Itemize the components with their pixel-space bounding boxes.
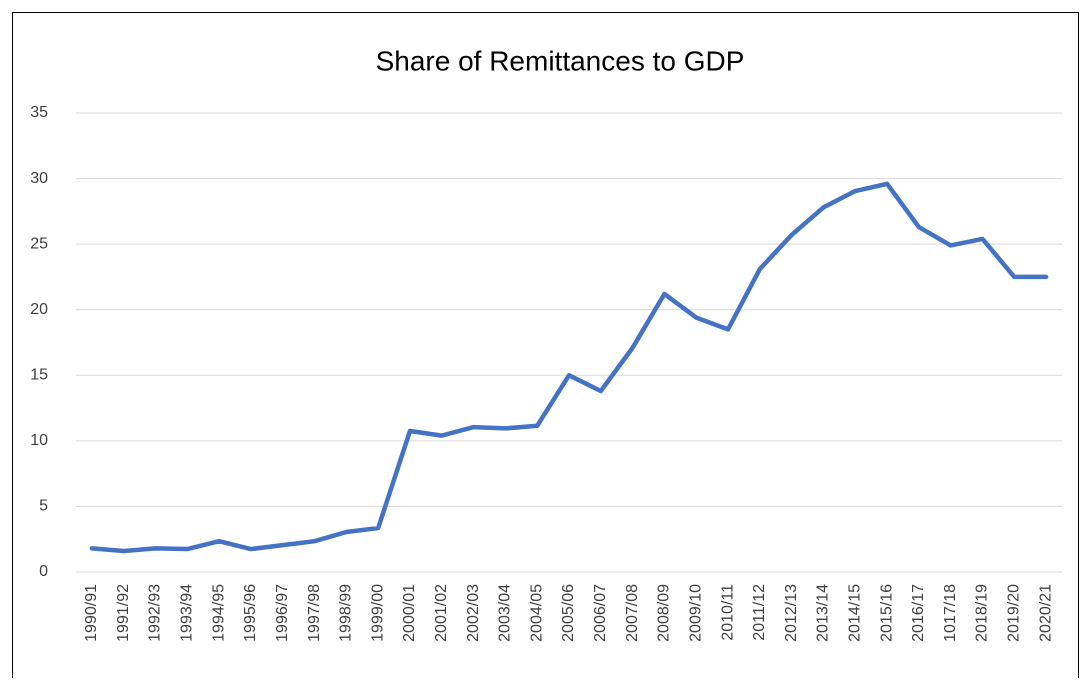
x-tick-label: 2015/16: [878, 584, 895, 642]
y-tick-label: 30: [30, 170, 48, 187]
x-tick-label: 2001/02: [433, 584, 450, 642]
y-tick-label: 35: [30, 104, 48, 121]
x-tick-label: 2007/08: [624, 584, 641, 642]
x-tick-label: 2008/09: [656, 584, 673, 642]
x-tick-label: 2002/03: [465, 584, 482, 642]
x-tick-label: 1999/00: [369, 584, 386, 642]
x-tick-label: 2003/04: [497, 584, 514, 642]
x-tick-label: 1998/99: [338, 584, 355, 642]
x-tick-label: 1994/95: [210, 584, 227, 642]
x-tick-label: 1992/93: [147, 584, 164, 642]
x-tick-label: 1017/18: [942, 584, 959, 642]
x-tick-label: 1996/97: [274, 584, 291, 642]
x-tick-label: 2004/05: [528, 584, 545, 642]
y-tick-label: 0: [39, 563, 48, 580]
x-tick-label: 2019/20: [1006, 584, 1023, 642]
x-tick-label: 2011/12: [751, 584, 768, 641]
x-tick-label: 1997/98: [306, 584, 323, 642]
y-tick-label: 20: [30, 301, 48, 318]
x-tick-label: 2013/14: [815, 584, 832, 642]
x-tick-label: 2000/01: [401, 584, 418, 642]
y-tick-label: 25: [30, 235, 48, 252]
x-tick-label: 2005/06: [560, 584, 577, 642]
chart-title: Share of Remittances to GDP: [376, 45, 745, 76]
y-tick-label: 15: [30, 367, 48, 384]
x-tick-label: 1991/92: [115, 584, 132, 642]
x-tick-label: 2018/19: [974, 584, 991, 642]
chart-border: [12, 12, 1079, 683]
x-tick-label: 2012/13: [783, 584, 800, 642]
x-tick-label: 2010/11: [719, 584, 736, 641]
x-tick-label: 2009/10: [687, 584, 704, 642]
x-tick-label: 1990/91: [83, 584, 100, 642]
x-tick-label: 1995/96: [242, 584, 259, 642]
y-tick-label: 5: [39, 498, 48, 515]
y-tick-label: 10: [30, 432, 48, 449]
x-tick-label: 2014/15: [846, 584, 863, 642]
x-tick-label: 2006/07: [592, 584, 609, 642]
line-series: [89, 181, 1049, 554]
x-tick-label: 1993/94: [179, 584, 196, 642]
x-tick-label: 2020/21: [1037, 584, 1054, 642]
x-tick-label: 2016/17: [910, 584, 927, 642]
